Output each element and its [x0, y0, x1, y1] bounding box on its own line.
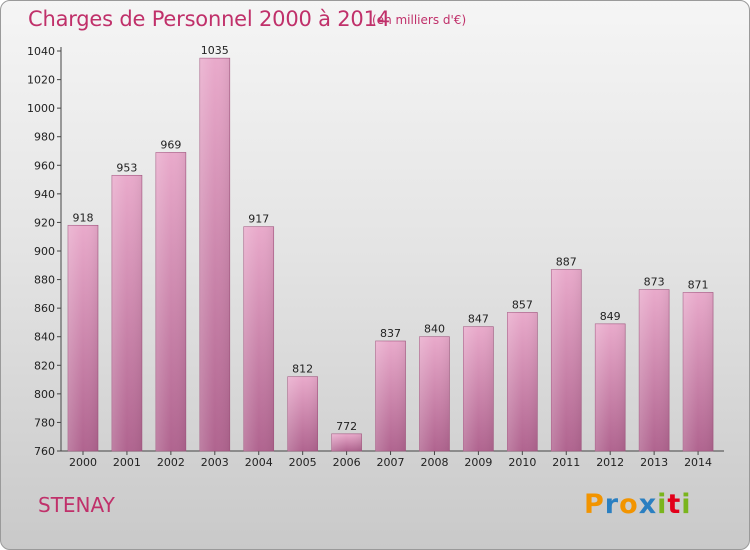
chart-title: Charges de Personnel 2000 à 2014 — [28, 7, 390, 31]
x-tick-label-2005: 2005 — [289, 456, 317, 469]
x-tick-label-2003: 2003 — [201, 456, 229, 469]
value-label-2005: 812 — [292, 363, 313, 376]
x-tick-label-2006: 2006 — [333, 456, 361, 469]
logo-letter: r — [604, 489, 620, 520]
bar-shine — [287, 376, 318, 451]
value-label-2002: 969 — [160, 138, 181, 151]
x-tick-label-2013: 2013 — [640, 456, 668, 469]
bar-shine — [68, 225, 98, 451]
value-label-2011: 887 — [556, 256, 577, 269]
bar-shine — [331, 433, 362, 451]
y-tick-label: 780 — [34, 416, 55, 429]
value-label-2009: 847 — [468, 313, 489, 326]
commune-name: STENAY — [38, 493, 115, 517]
y-tick-label: 1040 — [27, 45, 55, 58]
y-tick-label: 820 — [34, 359, 55, 372]
bar-shine — [111, 175, 142, 452]
y-tick-label: 1000 — [27, 102, 55, 115]
x-tick-label-2010: 2010 — [508, 456, 536, 469]
bar-shine — [507, 312, 538, 451]
y-tick-label: 920 — [34, 216, 55, 229]
y-tick-label: 840 — [34, 331, 55, 344]
bar-shine — [595, 323, 626, 451]
logo-letter: i — [681, 489, 692, 520]
bar-shine — [243, 226, 274, 451]
bar-shine — [155, 152, 186, 451]
logo-letter: P — [584, 489, 605, 520]
proxiti-logo: Proxiti — [584, 489, 692, 520]
y-tick-label: 960 — [34, 159, 55, 172]
chart-subtitle: (en milliers d'€) — [372, 13, 467, 27]
x-tick-label-2001: 2001 — [113, 456, 141, 469]
value-label-2012: 849 — [600, 310, 621, 323]
x-tick-label-2000: 2000 — [69, 456, 97, 469]
bar-shine — [639, 289, 670, 451]
x-tick-label-2014: 2014 — [684, 456, 712, 469]
value-label-2004: 917 — [248, 213, 269, 226]
y-tick-label: 980 — [34, 131, 55, 144]
value-label-2001: 953 — [116, 161, 137, 174]
y-tick-label: 900 — [34, 245, 55, 258]
x-tick-label-2002: 2002 — [157, 456, 185, 469]
x-tick-label-2011: 2011 — [552, 456, 580, 469]
value-label-2006: 772 — [336, 420, 357, 433]
bar-shine — [463, 326, 494, 451]
y-tick-label: 860 — [34, 302, 55, 315]
y-tick-label: 760 — [34, 445, 55, 458]
value-label-2014: 871 — [688, 278, 709, 291]
bar-shine — [551, 269, 582, 451]
value-label-2003: 1035 — [201, 44, 229, 57]
value-label-2010: 857 — [512, 298, 533, 311]
value-label-2000: 918 — [73, 211, 94, 224]
x-tick-label-2004: 2004 — [245, 456, 273, 469]
value-label-2013: 873 — [644, 276, 665, 289]
value-label-2008: 840 — [424, 323, 445, 336]
bar-shine — [199, 58, 230, 452]
y-tick-label: 880 — [34, 274, 55, 287]
bar-shine — [419, 336, 450, 451]
bar-shine — [375, 341, 406, 451]
y-tick-label: 800 — [34, 388, 55, 401]
logo-letter: o — [619, 489, 639, 520]
y-tick-label: 1020 — [27, 74, 55, 87]
x-tick-label-2008: 2008 — [420, 456, 448, 469]
x-tick-label-2009: 2009 — [464, 456, 492, 469]
value-label-2007: 837 — [380, 327, 401, 340]
bar-shine — [683, 292, 714, 451]
logo-letter: t — [667, 489, 682, 520]
logo-letter: x — [638, 489, 658, 520]
x-tick-label-2012: 2012 — [596, 456, 624, 469]
x-tick-label-2007: 2007 — [377, 456, 405, 469]
y-tick-label: 940 — [34, 188, 55, 201]
logo-letter: i — [657, 489, 668, 520]
